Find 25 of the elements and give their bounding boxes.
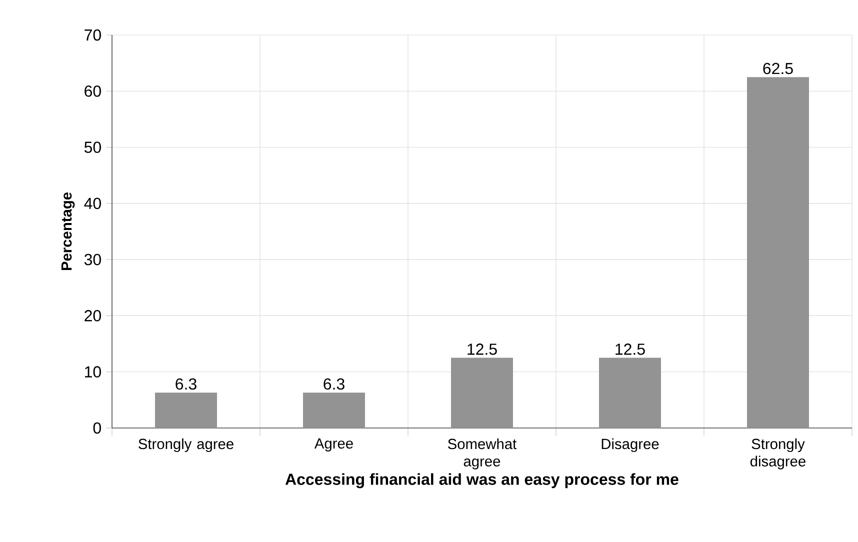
y-tick-label: 70 [84, 29, 101, 41]
data-label: 62.5 [763, 62, 793, 74]
y-tick-label: 40 [84, 198, 101, 210]
bar [155, 392, 218, 428]
y-tick-label: 50 [84, 142, 101, 153]
y-tick-label: 20 [84, 310, 101, 322]
bar [746, 77, 809, 428]
x-tick-label: Strongly disagree [750, 438, 806, 470]
x-axis-title: Accessing financial aid was an easy process for me [285, 473, 678, 488]
y-tick-label: 60 [84, 85, 101, 97]
y-axis-title: Percentage [61, 192, 75, 270]
y-tick-label: 0 [93, 422, 101, 434]
x-tick-label: Agree [314, 438, 353, 452]
x-tick-label: Disagree [602, 438, 659, 452]
bar [303, 392, 365, 428]
bar [598, 358, 661, 428]
x-tick-label: Somewhat agree [448, 438, 517, 470]
y-tick-label: 30 [84, 254, 101, 266]
data-label: 6.3 [324, 378, 344, 390]
bar [451, 358, 513, 428]
data-label: 12.5 [468, 344, 497, 355]
data-label: 12.5 [616, 344, 645, 355]
data-label: 6.3 [176, 378, 196, 390]
y-tick-label: 10 [85, 366, 101, 378]
x-tick-label: Strongly agree [138, 438, 234, 452]
